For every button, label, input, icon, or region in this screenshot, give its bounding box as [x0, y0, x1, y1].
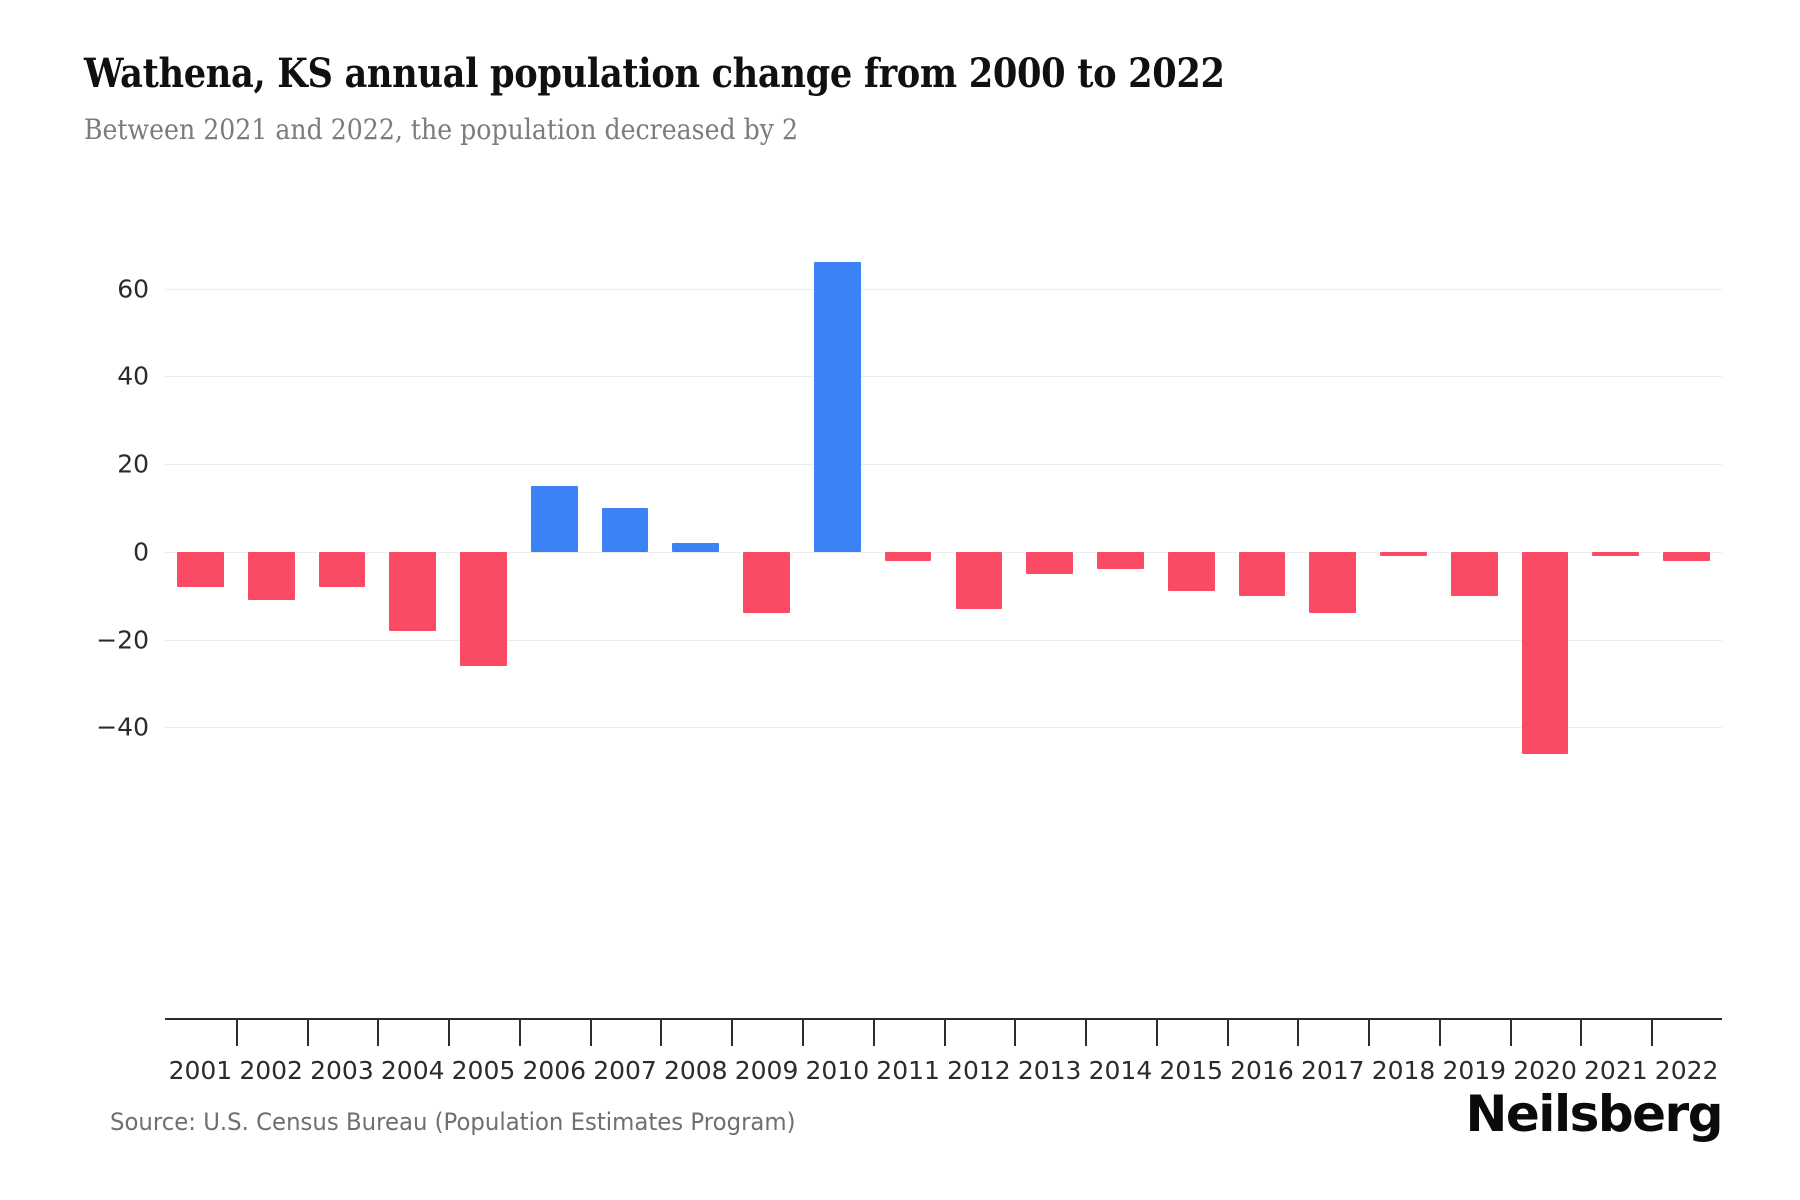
chart-plot-wrapper: 60 40 20 0 −20 −40 2001 2002 2003 2004 2005 2006 20…	[0, 236, 1800, 1085]
x-axis-label-2003: 2003	[310, 1056, 374, 1085]
bar-2001[interactable]	[177, 551, 224, 587]
x-axis-tick	[1438, 1020, 1441, 1046]
x-axis-label-2018: 2018	[1371, 1056, 1436, 1085]
x-axis-tick	[1085, 1020, 1088, 1046]
x-axis-tick	[1155, 1020, 1158, 1046]
gridline	[165, 464, 1722, 466]
bar-2007[interactable]	[601, 508, 649, 552]
page-title: Wathena, KS annual population change fro…	[84, 50, 1225, 97]
gridline	[165, 639, 1722, 641]
bar-2021[interactable]	[1592, 551, 1640, 557]
x-axis-label-2019: 2019	[1442, 1056, 1507, 1085]
bar-2006[interactable]	[530, 486, 578, 552]
bar-2005[interactable]	[460, 551, 507, 666]
x-axis-tick	[377, 1020, 380, 1046]
chart-subtitle: Between 2021 and 2022, the population de…	[84, 112, 799, 146]
bar-2011[interactable]	[884, 551, 932, 561]
bar-2020[interactable]	[1521, 551, 1569, 754]
x-axis-tick	[1297, 1020, 1300, 1046]
bar-2002[interactable]	[247, 551, 295, 601]
x-axis-tick	[660, 1020, 663, 1046]
x-axis-label-2002: 2002	[239, 1056, 303, 1085]
brand-logo: Neilsberg	[1465, 1085, 1724, 1143]
x-axis-label-2014: 2014	[1088, 1056, 1153, 1085]
bar-2012[interactable]	[955, 551, 1003, 609]
x-axis-label-2015: 2015	[1159, 1056, 1224, 1085]
x-axis-label-2013: 2013	[1017, 1056, 1082, 1085]
x-axis-tick	[448, 1020, 451, 1046]
x-axis-tick	[1014, 1020, 1017, 1046]
bar-2003[interactable]	[318, 551, 366, 587]
x-axis-tick	[1368, 1020, 1371, 1046]
bar-2017[interactable]	[1309, 551, 1357, 614]
plot-area	[165, 236, 1722, 780]
gridline	[165, 551, 1722, 553]
y-axis-tick-label: 0	[133, 537, 149, 567]
x-axis-label-2009: 2009	[734, 1056, 799, 1085]
x-axis-label-2010: 2010	[805, 1056, 870, 1085]
source-note: Source: U.S. Census Bureau (Population E…	[110, 1108, 796, 1136]
x-axis-label-2006: 2006	[522, 1056, 587, 1085]
bar-2009[interactable]	[743, 551, 790, 614]
x-axis-label-2008: 2008	[663, 1056, 728, 1085]
x-axis-label-2007: 2007	[593, 1056, 657, 1085]
x-axis-label-2004: 2004	[380, 1056, 445, 1085]
bar-2022[interactable]	[1663, 551, 1710, 561]
x-axis-label-2011: 2011	[876, 1056, 940, 1085]
bar-2008[interactable]	[672, 543, 720, 552]
bar-2018[interactable]	[1380, 551, 1427, 557]
gridline	[165, 288, 1722, 290]
bar-2010[interactable]	[813, 262, 861, 552]
x-axis-tick	[1226, 1020, 1229, 1046]
bar-2014[interactable]	[1097, 551, 1144, 570]
x-axis-tick	[235, 1020, 238, 1046]
x-axis-line	[165, 1018, 1722, 1020]
y-axis-tick-layer: 60 40 20 0 −20 −40	[0, 236, 1800, 780]
x-axis-tick	[801, 1020, 804, 1046]
x-axis-tick	[1580, 1020, 1583, 1046]
x-axis-label-2017: 2017	[1300, 1056, 1365, 1085]
x-axis-label-2012: 2012	[947, 1056, 1011, 1085]
gridline	[165, 727, 1722, 729]
bar-2016[interactable]	[1238, 551, 1286, 596]
bar-2015[interactable]	[1167, 551, 1215, 592]
x-axis-label-2001: 2001	[168, 1056, 233, 1085]
x-axis-tick	[1651, 1020, 1654, 1046]
y-axis-tick-label: 40	[117, 361, 149, 391]
x-axis-tick	[306, 1020, 309, 1046]
x-axis-label-2005: 2005	[451, 1056, 516, 1085]
x-axis-tick	[1509, 1020, 1512, 1046]
y-axis-tick-label: −20	[96, 625, 149, 655]
y-axis-tick-label: −40	[96, 712, 149, 742]
x-axis-tick	[589, 1020, 592, 1046]
y-axis-tick-label: 60	[117, 274, 149, 304]
bar-2019[interactable]	[1450, 551, 1498, 596]
y-axis-tick-label: 20	[117, 449, 149, 479]
x-axis-label-2016: 2016	[1230, 1056, 1294, 1085]
x-axis-tick	[943, 1020, 946, 1046]
bar-2004[interactable]	[389, 551, 437, 631]
chart-header: Wathena, KS annual population change fro…	[84, 50, 1724, 146]
gridline	[165, 376, 1722, 378]
x-axis-label-2021: 2021	[1584, 1056, 1648, 1085]
x-axis-label-2020: 2020	[1513, 1056, 1577, 1085]
x-axis-label-2022: 2022	[1654, 1056, 1719, 1085]
x-axis-tick	[731, 1020, 734, 1046]
x-axis-tick	[518, 1020, 521, 1046]
x-axis-tick	[872, 1020, 875, 1046]
bar-2013[interactable]	[1026, 551, 1073, 574]
